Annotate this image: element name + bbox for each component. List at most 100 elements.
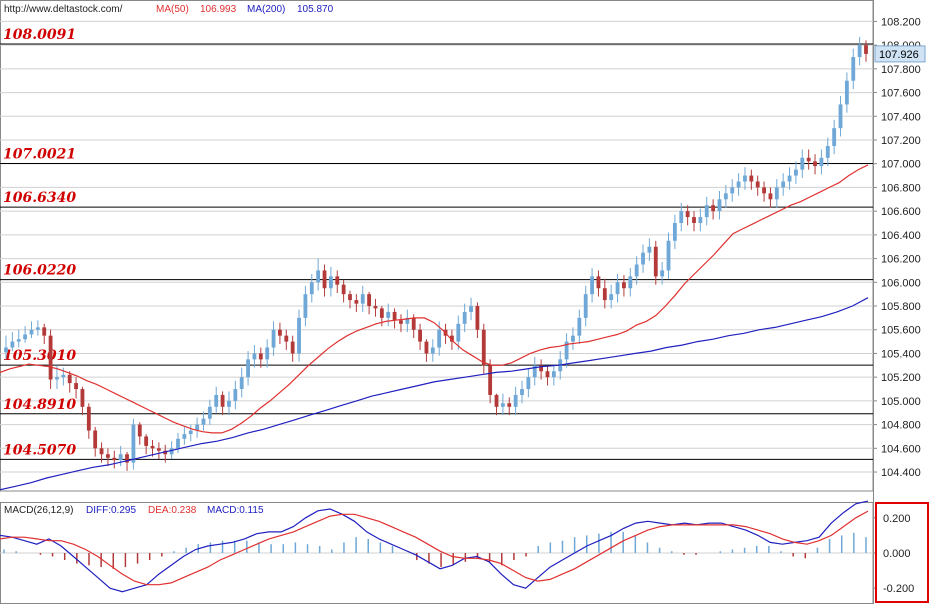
- candle-body: [526, 377, 531, 390]
- candle-body: [341, 284, 346, 295]
- candle-body: [520, 389, 524, 395]
- price-tick-label: 104.600: [881, 443, 921, 455]
- macd-title: MACD(26,12,9): [4, 505, 73, 516]
- candle-body: [61, 374, 66, 378]
- candle-body: [386, 311, 391, 318]
- candle-body: [328, 276, 333, 289]
- candle-body: [851, 56, 856, 81]
- candle-body: [335, 276, 340, 285]
- price-tick-label: 106.200: [881, 254, 921, 266]
- price-tick-label: 105.600: [881, 325, 921, 337]
- candle-body: [596, 276, 601, 289]
- candle-body: [411, 317, 416, 330]
- candle-body: [4, 347, 8, 353]
- price-tick-label: 106.600: [881, 206, 921, 218]
- candle-body: [86, 406, 91, 431]
- candle-body: [42, 327, 47, 336]
- candle-body: [379, 308, 384, 318]
- candle-body: [437, 329, 442, 348]
- candle-body: [118, 454, 123, 461]
- candle-body: [182, 434, 187, 439]
- candle-body: [265, 347, 270, 360]
- macd-diff-label: DIFF:0.295: [86, 505, 136, 516]
- candle-body: [551, 371, 556, 378]
- current-price-box: [874, 45, 926, 63]
- candle-body: [864, 45, 868, 54]
- candle-body: [666, 240, 671, 271]
- ma200-legend-value: 105.870: [297, 4, 334, 15]
- candle-body: [29, 329, 34, 335]
- candle-body: [622, 282, 626, 289]
- candle-body: [169, 448, 174, 455]
- candle-body: [55, 377, 59, 380]
- candle-body: [768, 193, 773, 200]
- candle-body: [131, 424, 136, 463]
- candle-body: [711, 205, 716, 212]
- candle-body: [794, 169, 798, 176]
- candle-body: [730, 187, 735, 194]
- ma50-line: [0, 164, 869, 434]
- candle-body: [144, 436, 149, 446]
- candle-body: [227, 400, 231, 407]
- candle-body: [373, 306, 378, 309]
- macd-tick-label: 0.200: [883, 513, 911, 525]
- candle-body: [284, 335, 289, 342]
- candle-body: [500, 403, 505, 407]
- candle-body: [749, 175, 754, 182]
- candle-body: [16, 339, 21, 342]
- candle-body: [297, 317, 301, 354]
- price-tick-label: 106.800: [881, 182, 921, 194]
- price-tick-label: 106.400: [881, 230, 921, 242]
- candle-body: [571, 335, 575, 342]
- macd-dea-label: DEA:0.238: [148, 505, 197, 516]
- price-tick-label: 107.600: [881, 88, 921, 100]
- candle-body: [74, 383, 78, 390]
- macd-diff-line: [0, 500, 869, 593]
- candle-body: [278, 329, 282, 336]
- candle-body: [418, 329, 422, 342]
- candle-body: [755, 181, 760, 188]
- candle-body: [316, 270, 321, 283]
- candle-body: [653, 246, 658, 277]
- candle-body: [456, 323, 461, 342]
- candle-body: [367, 294, 372, 307]
- candle-body: [156, 448, 161, 451]
- candle-body: [360, 294, 365, 304]
- candle-body: [564, 341, 569, 360]
- candle-body: [469, 306, 473, 312]
- candle-body: [660, 270, 665, 277]
- candle-body: [405, 317, 410, 324]
- candle-body: [252, 353, 257, 360]
- candle-body: [857, 45, 862, 57]
- candle-body: [488, 365, 493, 395]
- candle-body: [481, 329, 486, 366]
- candle-body: [258, 353, 263, 360]
- candle-body: [10, 341, 15, 348]
- candle-body: [577, 317, 582, 336]
- candle-body: [717, 199, 722, 212]
- candle-body: [743, 175, 747, 182]
- ma50-legend-label: MA(50): [156, 4, 189, 15]
- candle-body: [290, 341, 295, 354]
- candle-body: [685, 211, 690, 218]
- price-tick-label: 105.400: [881, 348, 921, 360]
- candle-body: [354, 300, 359, 304]
- candle-body: [399, 320, 403, 324]
- candle-body: [35, 327, 40, 330]
- candle-body: [679, 211, 684, 224]
- candle-body: [634, 264, 639, 277]
- price-tick-label: 104.400: [881, 467, 921, 479]
- level-label: 105.3010: [3, 348, 76, 364]
- candle-body: [150, 445, 155, 449]
- ma200-legend-label: MA(200): [247, 4, 285, 15]
- price-tick-label: 106.000: [881, 277, 921, 289]
- candle-body: [704, 205, 709, 218]
- candle-body: [844, 80, 849, 105]
- candle-body: [532, 365, 537, 378]
- candle-body: [176, 438, 180, 449]
- candle-body: [430, 347, 435, 354]
- level-label: 106.0220: [3, 263, 76, 279]
- candle-body: [23, 334, 28, 340]
- candle-body: [309, 282, 314, 295]
